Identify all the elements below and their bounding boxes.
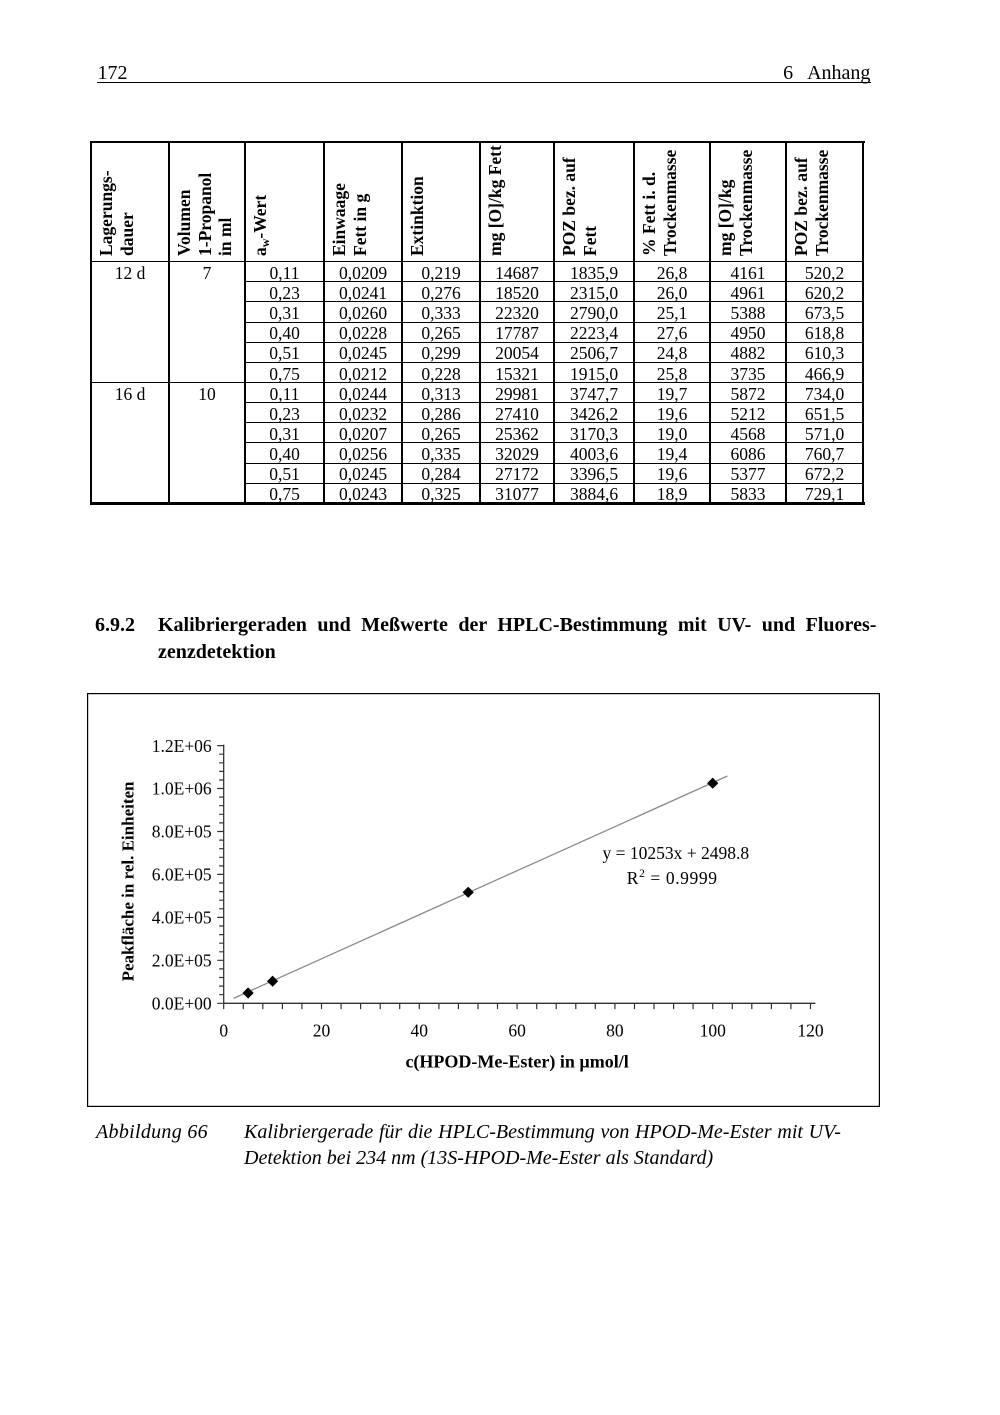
svg-text:6.0E+05: 6.0E+05: [151, 865, 211, 885]
svg-text:0: 0: [219, 1021, 228, 1041]
svg-text:1.2E+06: 1.2E+06: [151, 736, 211, 756]
svg-text:20: 20: [312, 1021, 330, 1041]
svg-text:0.0E+00: 0.0E+00: [151, 994, 211, 1014]
svg-text:Peakfläche in rel. Einheiten: Peakfläche in rel. Einheiten: [118, 781, 137, 981]
svg-text:1.0E+06: 1.0E+06: [151, 779, 211, 799]
svg-text:R2 = 0.9999: R2 = 0.9999: [626, 868, 717, 888]
svg-text:60: 60: [508, 1021, 526, 1041]
svg-text:120: 120: [797, 1021, 824, 1041]
svg-text:8.0E+05: 8.0E+05: [151, 822, 211, 842]
svg-text:80: 80: [606, 1021, 624, 1041]
svg-text:2.0E+05: 2.0E+05: [151, 951, 211, 971]
svg-text:y = 10253x + 2498.8: y = 10253x + 2498.8: [602, 843, 749, 863]
svg-text:4.0E+05: 4.0E+05: [151, 908, 211, 928]
svg-text:c(HPOD-Me-Ester) in µmol/l: c(HPOD-Me-Ester) in µmol/l: [405, 1051, 628, 1072]
svg-text:100: 100: [699, 1021, 726, 1041]
svg-text:40: 40: [410, 1021, 428, 1041]
